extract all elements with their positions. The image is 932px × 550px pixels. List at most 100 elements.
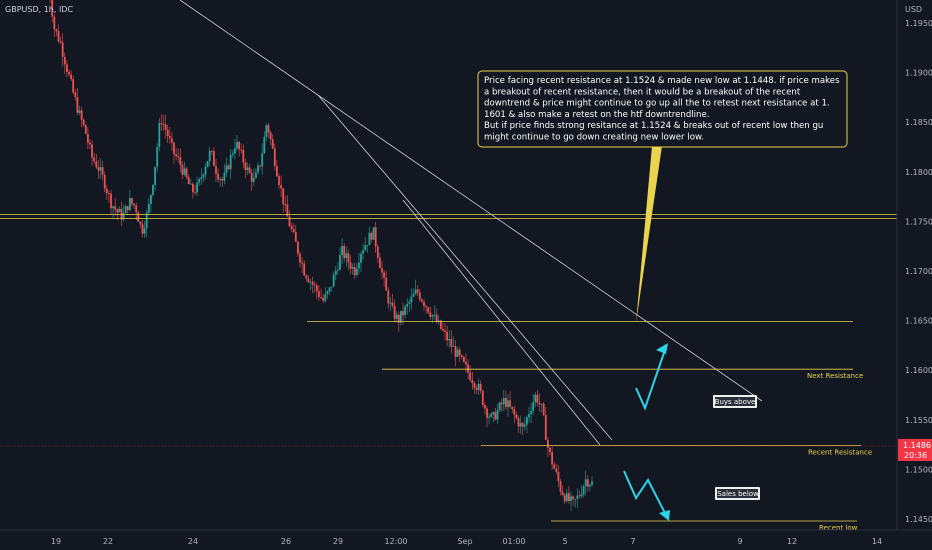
candle-body-64 xyxy=(181,165,184,175)
candle-body-243 xyxy=(557,472,560,482)
candle-body-99 xyxy=(255,172,257,178)
candle-body-57 xyxy=(166,129,169,136)
candle-body-238 xyxy=(547,439,549,448)
candle-body-166 xyxy=(395,314,398,319)
candle-body-245 xyxy=(561,491,564,496)
candle-body-103 xyxy=(263,136,266,154)
candle-body-181 xyxy=(427,307,430,313)
candle-body-192 xyxy=(450,339,453,347)
candles-layer xyxy=(49,0,593,511)
candle-body-30 xyxy=(110,193,112,209)
candle-body-70 xyxy=(194,192,196,193)
candle-body-160 xyxy=(383,272,385,278)
candle-body-214 xyxy=(496,410,499,420)
note-line-0: Price facing recent resistance at 1.1524… xyxy=(484,76,840,86)
candle-body-152 xyxy=(366,245,369,246)
candle-body-32 xyxy=(114,206,117,210)
candle-body-128 xyxy=(315,285,318,292)
candle-body-130 xyxy=(320,297,322,298)
candle-body-149 xyxy=(360,253,362,263)
htf-downtrendline[interactable] xyxy=(179,0,763,402)
candle-body-50 xyxy=(152,184,154,195)
candle-body-146 xyxy=(353,267,356,275)
candle-body-31 xyxy=(112,206,114,209)
candle-body-162 xyxy=(387,290,390,304)
candle-body-8 xyxy=(63,56,66,65)
x-tick-label-12: 14 xyxy=(872,537,882,546)
y-tick-label-6: 1.1650 xyxy=(905,317,932,326)
candle-body-180 xyxy=(425,306,427,308)
candle-body-48 xyxy=(147,204,150,213)
candle-body-41 xyxy=(133,203,135,206)
candle-body-131 xyxy=(322,297,325,301)
sales-below-label: Sales below xyxy=(717,490,759,498)
candle-body-153 xyxy=(368,232,371,245)
candle-body-156 xyxy=(374,227,377,247)
x-tick-label-10: 9 xyxy=(737,537,742,546)
candle-body-236 xyxy=(542,403,545,416)
candle-body-225 xyxy=(519,423,522,427)
downtrendline-2[interactable] xyxy=(402,199,601,446)
candle-body-246 xyxy=(563,495,566,502)
time-scale[interactable]: 19 22 24 26 29 12:00 Sep 01:00 5 7 9 12 14 xyxy=(51,537,882,546)
candle-body-121 xyxy=(301,262,303,264)
candle-body-34 xyxy=(118,208,121,213)
candle-body-197 xyxy=(460,355,463,357)
candle-body-52 xyxy=(156,147,159,167)
candle-body-12 xyxy=(72,79,75,93)
candle-body-178 xyxy=(421,299,423,302)
candle-body-116 xyxy=(290,226,293,229)
candle-body-40 xyxy=(131,198,133,204)
candle-body-58 xyxy=(168,136,171,139)
candle-body-251 xyxy=(574,498,577,500)
level-label-5: Recent low xyxy=(819,524,858,532)
last-price-badge xyxy=(898,439,932,461)
candle-body-247 xyxy=(565,493,568,502)
candle-body-25 xyxy=(99,167,102,171)
candle-body-248 xyxy=(568,493,570,501)
x-tick-label-6: Sep xyxy=(457,537,472,546)
candle-body-150 xyxy=(362,250,364,254)
candle-body-223 xyxy=(515,414,518,419)
candle-body-62 xyxy=(177,156,180,158)
currency-label: USD xyxy=(905,5,922,14)
candle-body-250 xyxy=(572,496,574,499)
candle-body-115 xyxy=(288,216,291,227)
candle-body-226 xyxy=(521,423,524,427)
bar-countdown: 20:36 xyxy=(904,451,927,460)
candle-body-199 xyxy=(465,361,467,365)
candle-body-216 xyxy=(500,402,503,405)
candle-body-218 xyxy=(505,397,507,407)
x-tick-label-0: 19 xyxy=(51,537,61,546)
downtrendline-1[interactable] xyxy=(317,94,613,441)
candle-body-127 xyxy=(313,284,316,286)
candle-body-96 xyxy=(248,167,251,173)
candle-body-7 xyxy=(61,42,64,57)
candle-body-21 xyxy=(91,144,93,158)
price-scale[interactable]: 1.1950 1.1900 1.1850 1.1800 1.1750 1.1700 1.16… xyxy=(905,19,932,550)
analysis-note-box[interactable] xyxy=(477,70,848,148)
candle-body-49 xyxy=(150,194,152,204)
candle-body-91 xyxy=(238,142,240,150)
candle-body-111 xyxy=(280,185,282,189)
candle-body-78 xyxy=(210,151,213,152)
candle-body-242 xyxy=(555,468,558,472)
candle-body-224 xyxy=(517,418,520,427)
candle-body-259 xyxy=(591,481,593,485)
candle-body-212 xyxy=(492,412,495,415)
candle-body-3 xyxy=(53,16,56,30)
candle-body-210 xyxy=(488,416,490,418)
candle-body-198 xyxy=(463,357,465,362)
candle-body-174 xyxy=(412,294,415,297)
candle-body-66 xyxy=(185,168,188,178)
candle-body-17 xyxy=(82,119,85,126)
candle-body-74 xyxy=(202,174,205,178)
last-price-value: 1.1486 xyxy=(903,441,931,450)
candle-body-113 xyxy=(284,204,287,205)
bullish-scenario-arrow xyxy=(635,346,667,411)
candle-body-38 xyxy=(126,206,129,210)
candle-body-39 xyxy=(129,198,131,210)
x-tick-label-3: 26 xyxy=(281,537,291,546)
candle-body-232 xyxy=(534,394,537,403)
